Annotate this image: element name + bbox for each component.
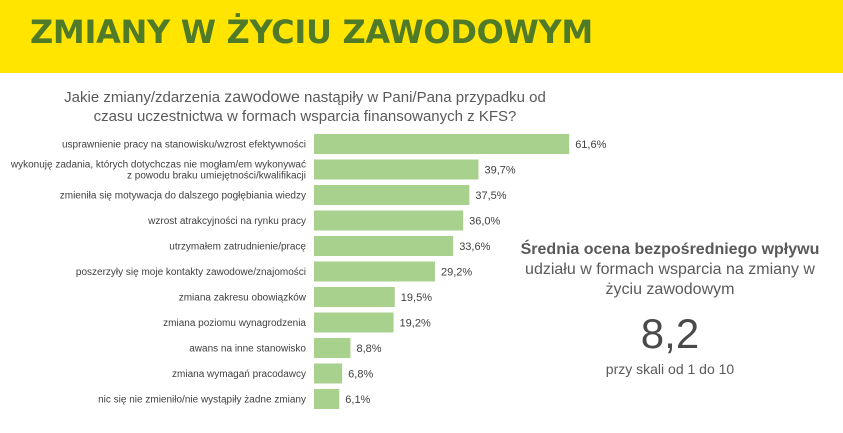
value-label: 29,2% <box>441 267 472 279</box>
summary-title: Średnia ocena bezpośredniego wpływu udzi… <box>505 240 835 300</box>
bar <box>314 287 395 307</box>
category-label: z powodu braku umiejętności/kwalifikacji <box>127 171 306 182</box>
category-label: zmiana zakresu obowiązków <box>179 293 307 304</box>
summary-panel: Średnia ocena bezpośredniego wpływu udzi… <box>505 240 835 378</box>
category-label: wykonuję zadania, których dotychczas nie… <box>10 160 306 171</box>
value-label: 6,1% <box>345 394 370 406</box>
bar <box>314 389 340 409</box>
question-line-1-pre: Jakie zmiany/zdarzenia <box>64 89 225 106</box>
bar <box>314 185 470 205</box>
category-label: awans na inne stanowisko <box>189 344 306 355</box>
category-label: wzrost atrakcyjności na rynku pracy <box>147 216 306 227</box>
average-score: 8,2 <box>640 310 700 357</box>
summary-title-line-1: Średnia ocena bezpośredniego wpływu <box>520 241 820 258</box>
question-line-1: Jakie zmiany/zdarzenia zawodowe nastąpił… <box>40 88 570 107</box>
header-banner: ZMIANY W ŻYCIU ZAWODOWYM <box>0 0 843 73</box>
bar <box>314 134 570 154</box>
value-label: 36,0% <box>469 216 500 228</box>
score-scale: przy skali od 1 do 10 <box>605 361 735 377</box>
chart-question: Jakie zmiany/zdarzenia zawodowe nastąpił… <box>40 88 570 126</box>
value-label: 8,8% <box>356 343 381 355</box>
question-line-1-post: nastąpiły w Pani/Pana przypadku od <box>299 89 546 106</box>
question-line-1-strong: zawodowe <box>224 89 300 106</box>
category-label: nic się nie zmieniło/nie wystąpiły żadne… <box>98 395 306 406</box>
category-label: zmiana wymagań pracodawcy <box>172 369 306 380</box>
bar-chart: usprawnienie pracy na stanowisku/wzrost … <box>10 134 607 409</box>
value-label: 61,6% <box>575 139 606 151</box>
bar <box>314 312 394 333</box>
value-label: 39,7% <box>484 165 515 177</box>
summary-title-line-3: życiu zawodowym <box>605 281 735 298</box>
value-label: 19,2% <box>400 318 431 330</box>
page-title: ZMIANY W ŻYCIU ZAWODOWYM <box>30 13 593 51</box>
value-label: 19,5% <box>401 292 432 304</box>
value-label: 6,8% <box>348 369 373 381</box>
category-label: usprawnienie pracy na stanowisku/wzrost … <box>62 140 306 151</box>
category-label: zmiana poziomu wynagrodzenia <box>163 318 306 329</box>
value-label: 33,6% <box>459 241 490 253</box>
category-label: poszerzyły się moje kontakty zawodowe/zn… <box>76 267 306 278</box>
bar <box>314 261 435 282</box>
category-label: zmieniła się motywacja do dalszego pogłę… <box>60 191 306 202</box>
bar <box>314 363 343 384</box>
question-line-2: czasu uczestnictwa w formach wsparcia fi… <box>93 108 517 125</box>
bar <box>314 159 479 180</box>
bar <box>314 210 464 231</box>
bar <box>314 236 454 256</box>
bar <box>314 338 351 358</box>
summary-title-line-2: udziału w formach wsparcia na zmiany w <box>525 261 815 278</box>
category-label: utrzymałem zatrudnienie/pracę <box>169 242 306 253</box>
value-label: 37,5% <box>475 190 506 202</box>
